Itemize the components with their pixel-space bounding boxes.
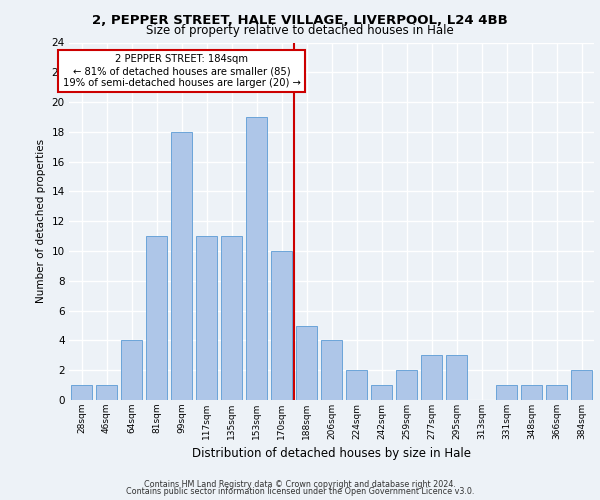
Bar	[296, 326, 317, 400]
Bar	[521, 385, 542, 400]
Bar	[121, 340, 142, 400]
Bar	[421, 356, 442, 400]
Bar	[546, 385, 567, 400]
Text: Size of property relative to detached houses in Hale: Size of property relative to detached ho…	[146, 24, 454, 37]
Bar	[571, 370, 592, 400]
Bar	[96, 385, 117, 400]
Bar	[221, 236, 242, 400]
Bar	[346, 370, 367, 400]
Bar	[246, 117, 267, 400]
Bar	[496, 385, 517, 400]
Bar	[71, 385, 92, 400]
Bar	[321, 340, 342, 400]
Text: Contains public sector information licensed under the Open Government Licence v3: Contains public sector information licen…	[126, 487, 474, 496]
Bar	[396, 370, 417, 400]
Bar	[371, 385, 392, 400]
Bar	[196, 236, 217, 400]
Bar	[171, 132, 192, 400]
Text: 2 PEPPER STREET: 184sqm
← 81% of detached houses are smaller (85)
19% of semi-de: 2 PEPPER STREET: 184sqm ← 81% of detache…	[62, 54, 301, 88]
Bar	[146, 236, 167, 400]
Text: Contains HM Land Registry data © Crown copyright and database right 2024.: Contains HM Land Registry data © Crown c…	[144, 480, 456, 489]
Text: 2, PEPPER STREET, HALE VILLAGE, LIVERPOOL, L24 4BB: 2, PEPPER STREET, HALE VILLAGE, LIVERPOO…	[92, 14, 508, 27]
X-axis label: Distribution of detached houses by size in Hale: Distribution of detached houses by size …	[192, 448, 471, 460]
Bar	[271, 251, 292, 400]
Y-axis label: Number of detached properties: Number of detached properties	[36, 139, 46, 304]
Bar	[446, 356, 467, 400]
